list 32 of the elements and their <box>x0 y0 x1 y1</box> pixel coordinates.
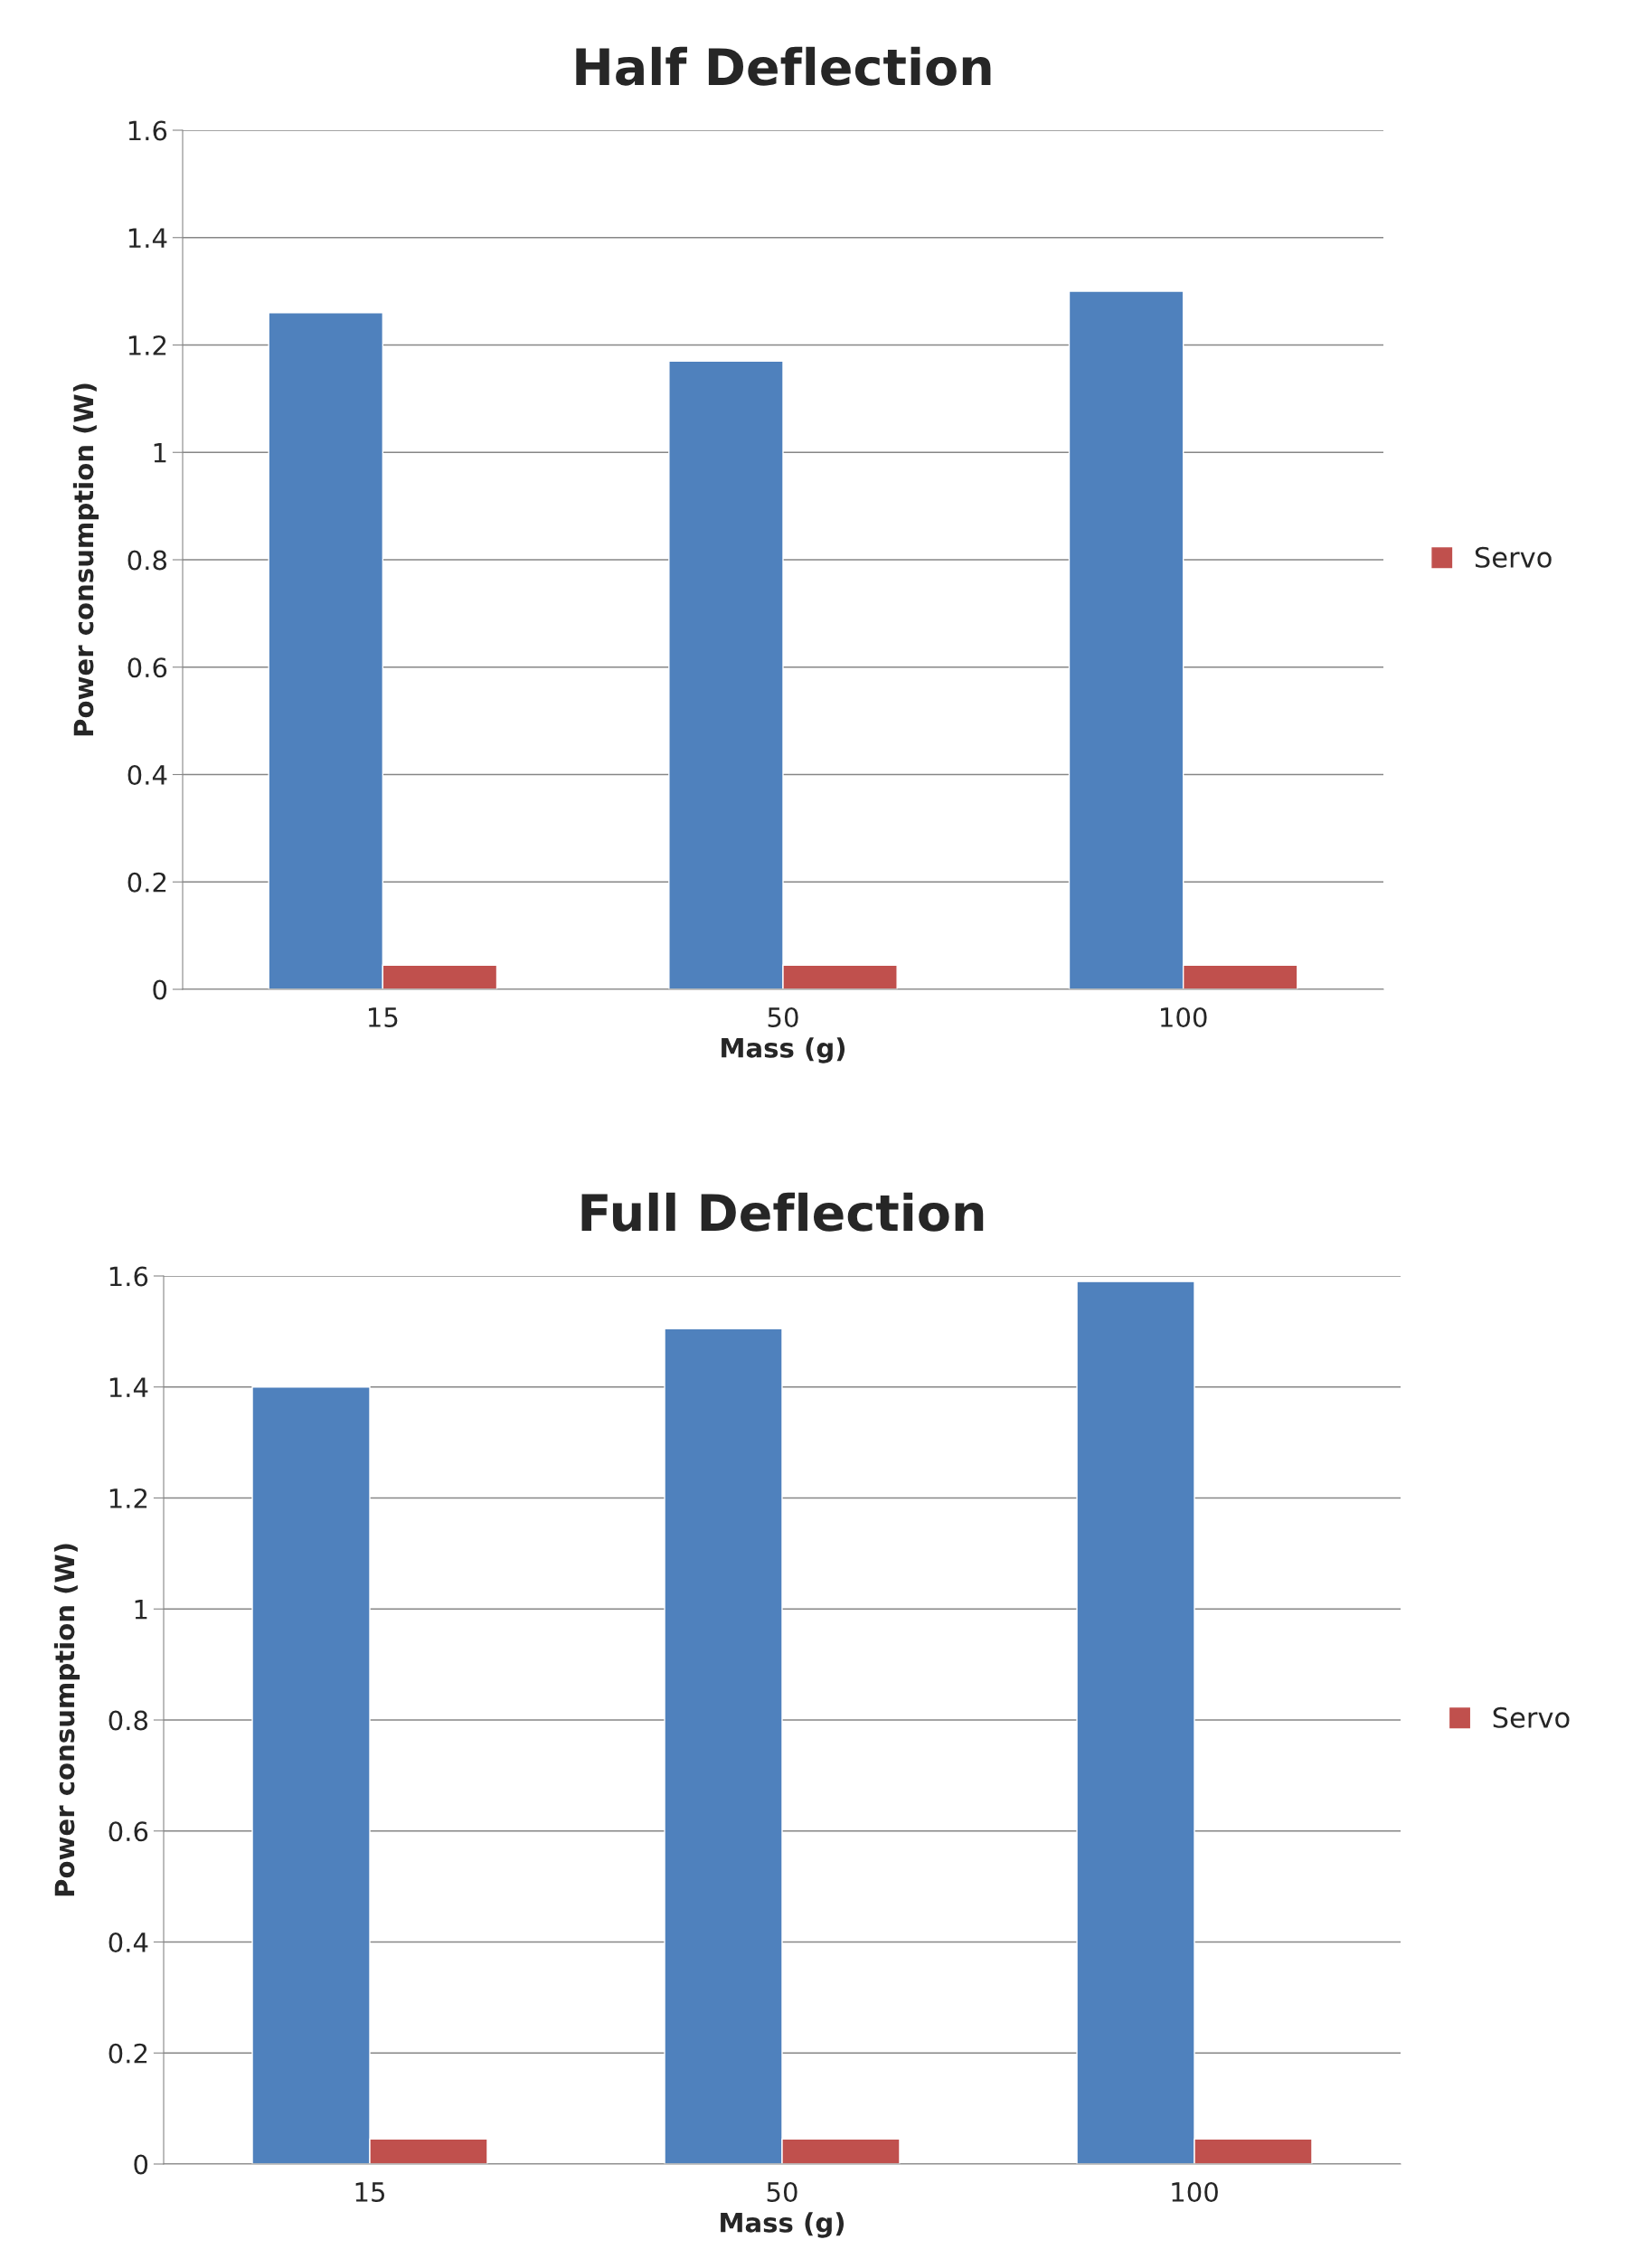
y-tick-label: 1 <box>154 443 166 463</box>
y-tick-label: 0.4 <box>109 1932 148 1952</box>
x-axis-title: Mass (g) <box>721 2212 845 2238</box>
x-tick-label: 100 <box>1172 2181 1218 2203</box>
y-tick-label: 0.8 <box>127 550 167 571</box>
chart-title: Half Deflection <box>576 46 991 86</box>
y-tick-label: 1.2 <box>109 1488 147 1508</box>
x-tick-label: 50 <box>767 2181 797 2203</box>
y-tick-label: 1.4 <box>128 228 167 248</box>
y-tick-label: 0.2 <box>109 2043 147 2064</box>
y-axis-title: Power consumption (W) <box>53 1544 80 1896</box>
y-tick-label: 0.6 <box>109 1821 148 1842</box>
y-tick-label: 0.2 <box>127 872 166 893</box>
y-tick-label: 0.8 <box>109 1710 148 1731</box>
x-tick-label: 50 <box>768 1006 798 1028</box>
y-tick-label: 0.6 <box>127 657 167 678</box>
y-tick-label: 1 <box>135 1600 147 1620</box>
x-tick-label: 15 <box>355 2182 385 2203</box>
y-axis-title: Power consumption (W) <box>72 383 99 736</box>
chart-title: Full Deflection <box>581 1192 984 1232</box>
y-tick-label: 0 <box>134 2154 148 2175</box>
y-tick-label: 0 <box>153 979 167 1000</box>
x-tick-label: 100 <box>1161 1006 1207 1028</box>
x-tick-label: 15 <box>368 1007 398 1028</box>
y-tick-label: 1.4 <box>109 1377 148 1397</box>
legend-label: Servo <box>1493 1706 1570 1728</box>
y-tick-label: 0.4 <box>127 764 167 785</box>
y-tick-label: 1.2 <box>128 335 166 355</box>
x-axis-title: Mass (g) <box>722 1037 845 1063</box>
legend-label: Servo <box>1475 546 1552 568</box>
y-tick-label: 1.6 <box>109 1266 148 1287</box>
y-tick-label: 1.6 <box>128 120 167 141</box>
